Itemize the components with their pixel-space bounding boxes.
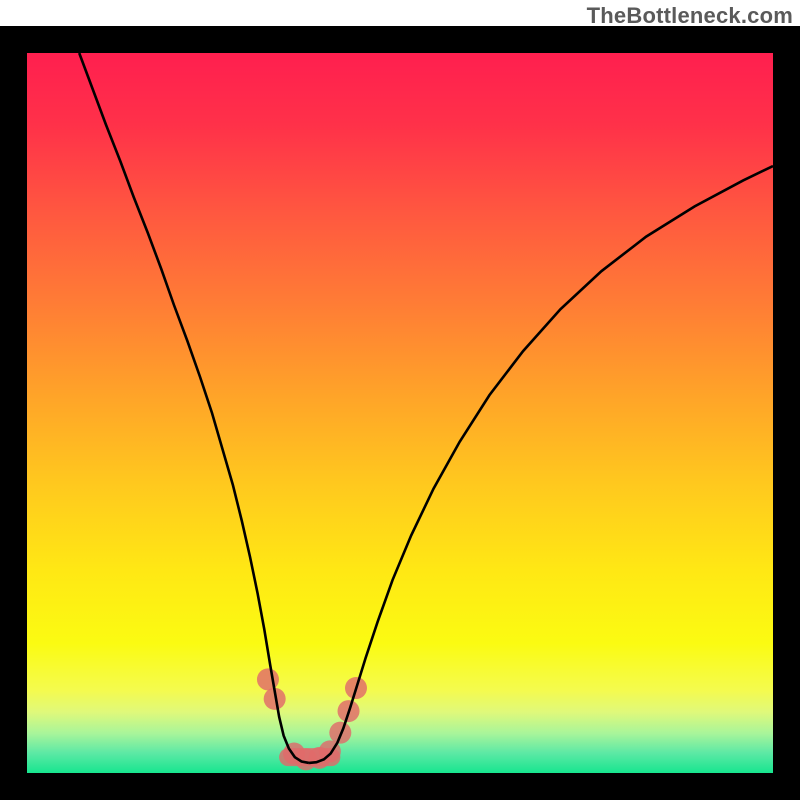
chart-svg bbox=[27, 53, 773, 773]
watermark-label: TheBottleneck.com bbox=[587, 3, 793, 29]
gradient-background bbox=[27, 53, 773, 773]
plot-area bbox=[27, 53, 773, 773]
